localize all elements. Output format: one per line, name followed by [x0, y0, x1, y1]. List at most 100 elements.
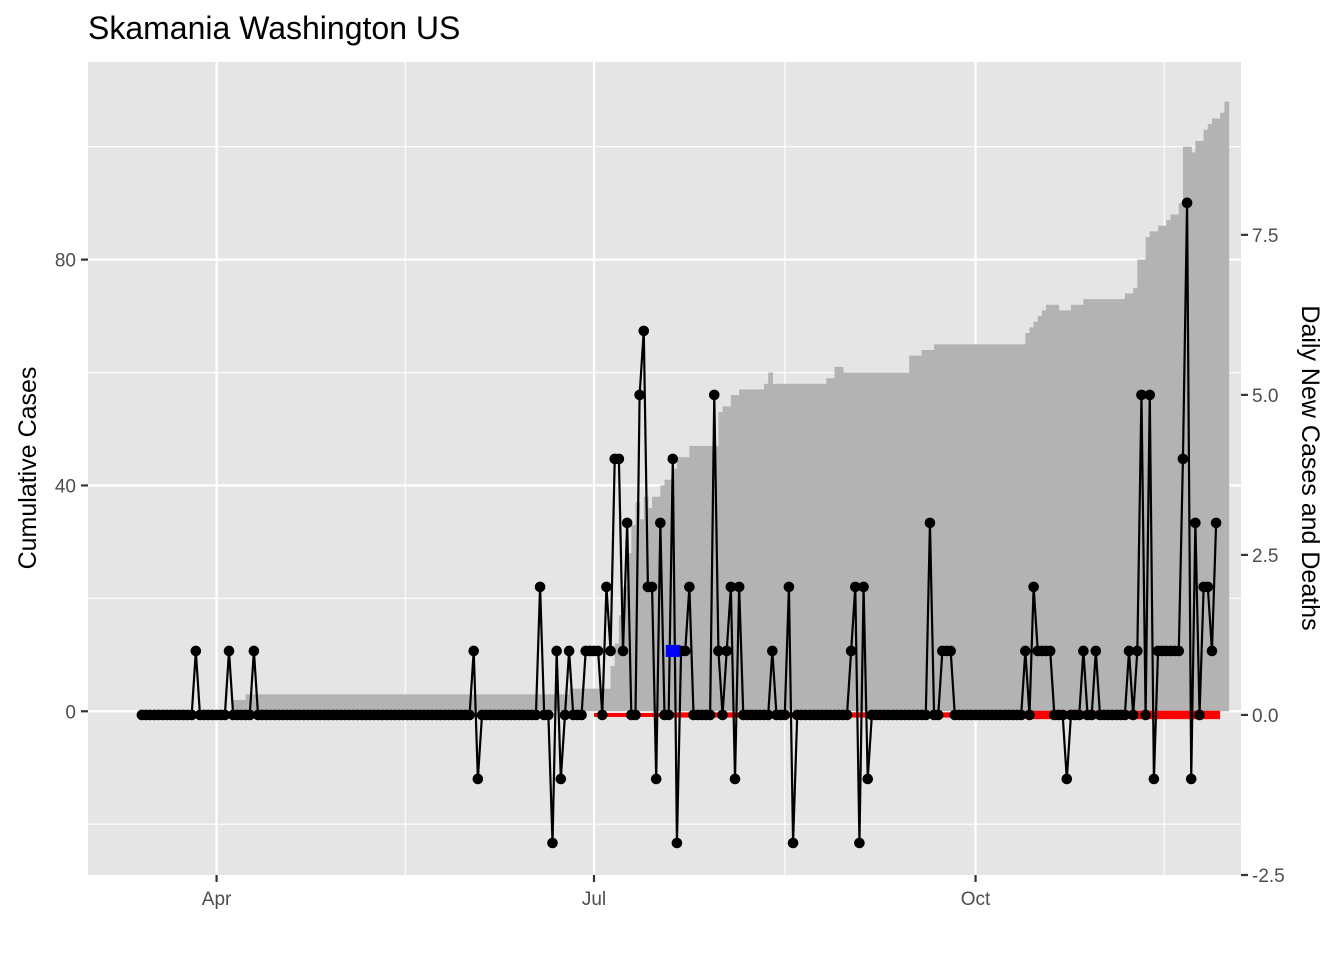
daily-point	[543, 709, 554, 721]
daily-point	[1015, 709, 1027, 721]
cumulative-bar	[1070, 304, 1084, 712]
cumulative-bar	[722, 406, 732, 712]
daily-point	[663, 709, 674, 721]
y-tick-label: 80	[55, 251, 76, 272]
daily-point	[223, 645, 235, 657]
cumulative-bar	[614, 643, 620, 712]
daily-point	[1057, 709, 1068, 721]
y2-tick-label: 2.5	[1252, 546, 1278, 567]
daily-point	[845, 645, 857, 657]
daily-point	[638, 325, 650, 337]
cumulative-bar	[1158, 225, 1167, 712]
cumulative-bar	[664, 479, 674, 712]
daily-point	[1024, 709, 1035, 721]
y-axis-left: 0 40 80	[55, 251, 88, 723]
highlight-point	[665, 644, 680, 657]
cumulative-bar	[643, 496, 649, 712]
y-axis-right: -2.5 0.0 2.5 5.0 7.5	[1241, 226, 1285, 887]
daily-point	[1206, 645, 1218, 657]
daily-point	[783, 581, 795, 593]
chart-title: Skamania Washington US	[88, 10, 460, 46]
daily-point	[667, 453, 679, 465]
daily-point	[1119, 709, 1131, 721]
y2-tick-label: -2.5	[1252, 866, 1285, 887]
daily-point	[1132, 645, 1143, 657]
daily-point	[472, 773, 484, 785]
daily-point	[244, 709, 256, 721]
daily-point	[762, 709, 774, 721]
daily-point	[1086, 709, 1097, 721]
daily-point	[1202, 581, 1214, 593]
daily-point	[787, 837, 799, 849]
daily-point	[704, 709, 716, 721]
cumulative-bar	[730, 395, 740, 712]
daily-point	[1181, 197, 1193, 209]
cumulative-bar	[647, 508, 653, 712]
daily-point	[551, 645, 562, 657]
y-axis-title: Cumulative Cases	[14, 367, 42, 570]
daily-point	[1020, 645, 1031, 657]
daily-point	[547, 837, 558, 849]
cumulative-bar	[1033, 321, 1039, 712]
daily-series	[136, 197, 1222, 849]
daily-point	[1210, 517, 1222, 529]
cumulative-bar	[826, 378, 836, 712]
cumulative-bar	[1083, 299, 1126, 712]
y-tick-label: 40	[55, 476, 76, 497]
cumulative-bar	[1153, 231, 1159, 712]
daily-point	[1090, 645, 1102, 657]
daily-point	[1061, 773, 1073, 785]
cumulative-bar	[1037, 316, 1043, 712]
daily-point	[924, 517, 936, 529]
daily-point	[650, 773, 662, 785]
cumulative-bar	[1058, 310, 1072, 712]
daily-point	[576, 709, 587, 721]
cumulative-bar	[1211, 118, 1221, 712]
cumulative-bar	[739, 389, 765, 712]
x-axis: Apr Jul Oct	[202, 875, 991, 910]
daily-point	[767, 645, 778, 657]
daily-point	[1028, 581, 1039, 593]
daily-point	[1194, 709, 1205, 721]
daily-point	[1123, 645, 1135, 657]
cumulative-bar	[1166, 220, 1172, 712]
daily-point	[1044, 645, 1056, 657]
daily-point	[1073, 709, 1085, 721]
daily-point	[219, 709, 231, 721]
cumulative-bar	[233, 699, 247, 712]
daily-point	[464, 709, 475, 721]
cumulative-bar	[610, 666, 616, 712]
daily-point	[1144, 389, 1156, 401]
y2-axis-title: Daily New Cases and Deaths	[1296, 305, 1324, 630]
cumulative-bar	[569, 688, 612, 712]
daily-point	[684, 581, 695, 593]
daily-point	[248, 645, 260, 657]
daily-point	[854, 837, 865, 849]
x-tick-label: Jul	[582, 889, 606, 910]
daily-point	[186, 709, 197, 721]
y2-tick-label: 5.0	[1252, 386, 1278, 407]
x-tick-label: Oct	[961, 889, 991, 910]
daily-point	[1148, 773, 1160, 785]
daily-point	[601, 581, 612, 593]
daily-point	[725, 581, 737, 593]
y2-tick-label: 7.5	[1252, 226, 1278, 247]
daily-point	[530, 709, 542, 721]
cumulative-bar	[1182, 146, 1192, 712]
daily-point	[617, 645, 629, 657]
cumulative-bar	[1149, 231, 1155, 712]
cumulative-bar	[842, 372, 910, 712]
daily-point	[721, 645, 733, 657]
daily-point	[858, 581, 869, 593]
daily-point	[920, 709, 932, 721]
y2-tick-label: 0.0	[1252, 706, 1278, 727]
daily-point	[1140, 709, 1151, 721]
daily-point	[468, 645, 480, 657]
daily-point	[1177, 453, 1189, 465]
cumulative-bar	[1046, 304, 1060, 712]
cumulative-bar	[639, 519, 645, 712]
cumulative-bar	[1029, 327, 1035, 712]
cumulative-bar	[1195, 141, 1205, 712]
cumulative-bar	[1025, 333, 1031, 712]
